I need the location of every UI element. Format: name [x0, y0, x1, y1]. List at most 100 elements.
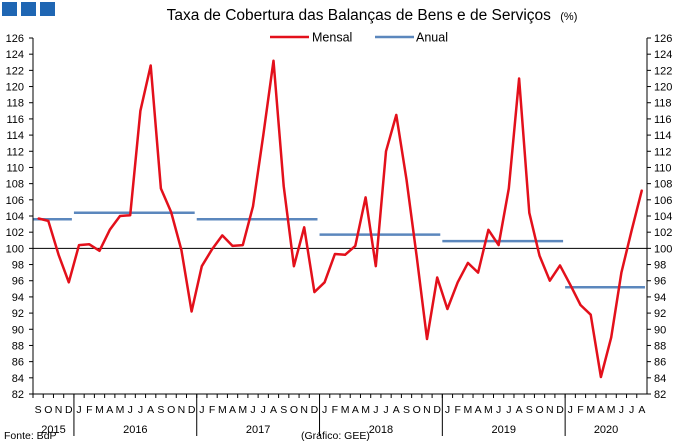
mensal-point — [426, 338, 428, 340]
mensal-point — [456, 281, 459, 284]
mensal-point — [282, 185, 285, 187]
x-tick-label: A — [516, 404, 523, 416]
mensal-point — [579, 304, 582, 306]
x-tick-label: S — [403, 404, 410, 416]
mensal-point — [160, 187, 162, 190]
chart-credit: (Gráfico: GEE) — [301, 430, 370, 442]
y-tick-label: 120 — [6, 82, 24, 94]
y-tick-label: 106 — [6, 195, 24, 207]
mensal-point — [190, 310, 193, 313]
x-tick-label: D — [188, 404, 196, 416]
mensal-point — [108, 228, 111, 231]
x-tick-label: N — [423, 404, 431, 416]
x-tick-label: A — [147, 404, 154, 416]
y-tick-label: 98 — [654, 260, 666, 272]
y-tick-label: 110 — [6, 162, 24, 174]
y-tick-label: 112 — [654, 146, 672, 158]
x-tick-label: J — [496, 404, 501, 416]
legend-label-anual: Anual — [416, 31, 448, 45]
x-tick-label: J — [506, 404, 511, 416]
mensal-point — [487, 228, 490, 231]
y-tick-label: 102 — [6, 227, 24, 239]
mensal-point — [180, 249, 183, 251]
x-tick-label: A — [597, 404, 604, 416]
x-tick-label: M — [218, 404, 227, 416]
x-tick-label: O — [535, 404, 543, 416]
x-tick-label: J — [250, 404, 255, 416]
x-tick-label: F — [577, 404, 583, 416]
x-tick-label: M — [341, 404, 350, 416]
y-tick-label: 88 — [654, 340, 666, 352]
x-tick-label: M — [586, 404, 595, 416]
year-label: 2016 — [123, 424, 147, 436]
y-tick-label: 96 — [654, 276, 666, 288]
x-tick-label: M — [361, 404, 370, 416]
mensal-point — [528, 211, 531, 214]
x-tick-label: N — [55, 404, 63, 416]
legend: Mensal Anual — [270, 31, 448, 45]
y-tick-label: 126 — [6, 33, 24, 45]
mensal-point — [559, 264, 561, 267]
x-tick-label: S — [526, 404, 533, 416]
logo-square — [2, 2, 17, 16]
y-tick-label: 86 — [12, 357, 24, 369]
y-tick-label: 94 — [654, 292, 666, 304]
mensal-point — [211, 248, 213, 250]
source-note: Fonte: BdP — [4, 430, 57, 442]
x-tick-label: A — [393, 404, 400, 416]
mensal-point — [241, 244, 244, 246]
mensal-point — [405, 178, 408, 181]
mensal-point — [47, 220, 50, 222]
mensal-point — [221, 234, 224, 237]
x-tick-label: J — [373, 404, 378, 416]
x-tick-label: J — [619, 404, 624, 416]
mensal-point — [57, 254, 60, 256]
mensal-point — [68, 281, 70, 284]
logo-square — [21, 2, 36, 16]
logo-square — [40, 2, 55, 16]
mensal-point — [548, 279, 551, 282]
x-tick-label: A — [475, 404, 482, 416]
x-tick-label: D — [65, 404, 73, 416]
chart-title-text: Taxa de Cobertura das Balanças de Bens e… — [167, 7, 552, 24]
y-tick-label: 112 — [6, 146, 24, 158]
x-tick-label: A — [352, 404, 359, 416]
series-mensal — [37, 59, 644, 379]
mensal-point — [37, 217, 39, 220]
mensal-point — [395, 114, 398, 116]
mensal-point — [88, 243, 91, 246]
x-tick-label: O — [167, 404, 175, 416]
mensal-point — [303, 226, 305, 229]
year-label: 2015 — [41, 424, 65, 436]
mensal-point — [589, 313, 592, 316]
y-axis-right: 82 84 86 88 90 92 94 96 98 100 102 104 106 108 110 112 1… — [647, 33, 672, 401]
x-tick-label: M — [238, 404, 247, 416]
x-tick-label: N — [178, 404, 186, 416]
x-tick-label: S — [280, 404, 287, 416]
mensal-point — [334, 253, 336, 255]
mensal-point — [231, 245, 234, 247]
x-tick-label: F — [332, 404, 338, 416]
y-tick-label: 106 — [654, 195, 672, 207]
mensal-point — [139, 110, 142, 112]
mensal-point — [538, 254, 541, 257]
y-tick-label: 82 — [12, 389, 24, 401]
x-tick-label: M — [607, 404, 616, 416]
mensal-point — [364, 196, 367, 199]
y-tick-label: 116 — [654, 114, 672, 126]
y-tick-label: 122 — [654, 65, 672, 77]
x-tick-label: O — [290, 404, 298, 416]
x-tick-label: O — [413, 404, 421, 416]
mensal-point — [569, 283, 572, 286]
mensal-point — [149, 64, 152, 67]
x-tick-label: J — [445, 404, 450, 416]
y-tick-label: 92 — [12, 308, 24, 320]
x-tick-label: J — [322, 404, 327, 416]
mensal-point — [508, 187, 510, 190]
x-tick-label: A — [106, 404, 113, 416]
mensal-point — [620, 271, 623, 274]
year-label: 2017 — [246, 424, 270, 436]
mensal-point — [610, 336, 612, 339]
y-tick-label: 118 — [6, 98, 24, 110]
